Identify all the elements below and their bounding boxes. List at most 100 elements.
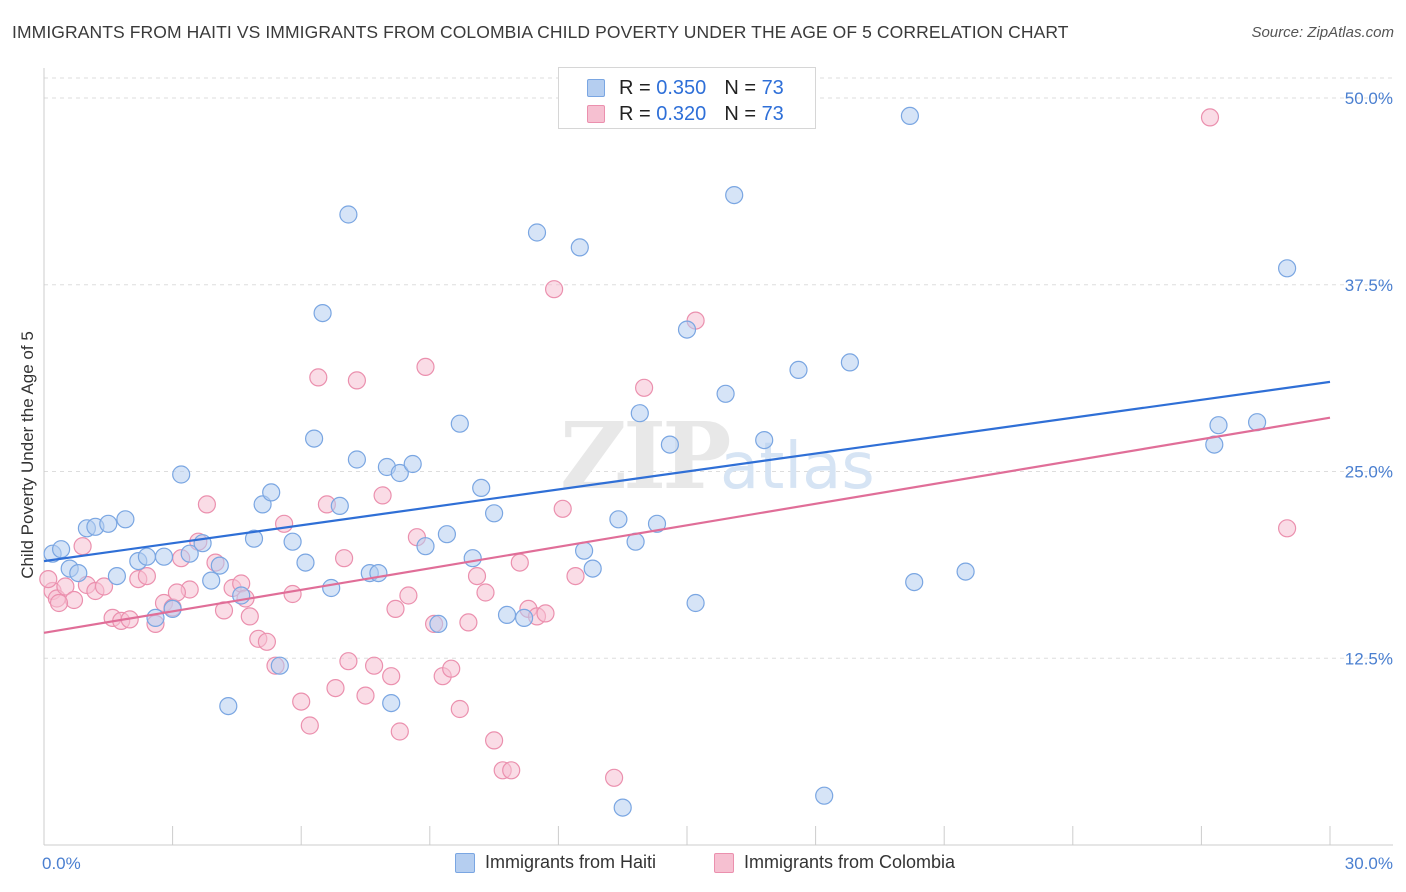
x-tick-label-end: 30.0% bbox=[1345, 854, 1393, 873]
data-point-haiti bbox=[180, 544, 199, 563]
data-point-haiti bbox=[815, 786, 834, 805]
data-point-haiti bbox=[107, 566, 127, 586]
data-point-haiti bbox=[647, 514, 667, 533]
data-point-haiti bbox=[472, 478, 491, 497]
data-point-haiti bbox=[609, 510, 628, 529]
data-point-haiti bbox=[755, 431, 774, 450]
data-point-haiti bbox=[789, 360, 808, 379]
label-layer: Child Poverty Under the Age of 5 0.0% 30… bbox=[18, 89, 1393, 873]
data-point-haiti bbox=[570, 238, 589, 257]
data-point-haiti bbox=[463, 549, 482, 568]
data-point-haiti bbox=[403, 454, 422, 474]
data-point-haiti bbox=[137, 547, 156, 566]
data-point-haiti bbox=[51, 540, 71, 559]
bottom-legend-swatch-colombia bbox=[714, 852, 734, 873]
data-point-colombia bbox=[339, 652, 358, 671]
data-point-colombia bbox=[485, 731, 504, 750]
data-point-haiti bbox=[613, 798, 632, 817]
data-point-haiti bbox=[660, 435, 680, 454]
data-point-haiti bbox=[202, 571, 221, 590]
data-point-colombia bbox=[390, 722, 409, 741]
data-point-colombia bbox=[467, 566, 487, 586]
watermark-atlas: atlas bbox=[720, 430, 875, 504]
data-point-haiti bbox=[99, 514, 118, 533]
data-point-haiti bbox=[677, 320, 697, 339]
data-point-haiti bbox=[262, 483, 281, 502]
data-point-haiti bbox=[583, 559, 602, 578]
data-point-haiti bbox=[416, 537, 435, 556]
data-point-haiti bbox=[283, 532, 302, 551]
data-point-haiti bbox=[390, 463, 409, 483]
data-point-colombia bbox=[300, 716, 319, 735]
data-point-haiti bbox=[429, 614, 448, 634]
legend-r-value-colombia: 0.320 bbox=[656, 102, 707, 125]
data-point-haiti bbox=[210, 556, 229, 575]
bottom-legend-label-haiti: Immigrants from Haiti bbox=[485, 852, 657, 872]
data-point-haiti bbox=[382, 693, 401, 713]
data-point-haiti bbox=[900, 106, 920, 126]
legend-swatch-colombia bbox=[587, 105, 605, 123]
legend-r-label: R = bbox=[619, 102, 651, 125]
bottom-legend-colombia: Immigrants from Colombia bbox=[714, 852, 955, 873]
bottom-legend-label-colombia: Immigrants from Colombia bbox=[744, 852, 956, 872]
grid-layer bbox=[44, 77, 1393, 659]
data-point-haiti bbox=[497, 605, 517, 625]
data-point-colombia bbox=[56, 577, 75, 596]
data-point-colombia bbox=[1277, 519, 1297, 538]
data-point-haiti bbox=[69, 563, 88, 583]
data-point-colombia bbox=[94, 577, 114, 596]
legend-n-label: N = bbox=[724, 102, 756, 125]
data-point-colombia bbox=[326, 678, 345, 698]
legend-n-label: N = bbox=[724, 76, 756, 99]
data-point-haiti bbox=[840, 353, 860, 372]
data-point-colombia bbox=[510, 553, 529, 572]
data-point-colombia bbox=[1200, 108, 1220, 127]
bottom-legend-swatch-haiti bbox=[455, 852, 475, 873]
watermark: ZIP atlas bbox=[560, 402, 875, 510]
data-point-colombia bbox=[386, 599, 405, 619]
data-point-colombia bbox=[197, 495, 216, 514]
data-point-haiti bbox=[330, 496, 349, 515]
data-point-haiti bbox=[1277, 259, 1297, 278]
data-point-colombia bbox=[347, 371, 366, 390]
data-point-haiti bbox=[485, 504, 504, 523]
data-point-haiti bbox=[163, 599, 182, 619]
data-point-colombia bbox=[502, 761, 521, 780]
data-point-colombia bbox=[382, 667, 401, 686]
data-point-colombia bbox=[137, 566, 156, 586]
data-point-haiti bbox=[574, 541, 594, 560]
data-point-colombia bbox=[356, 686, 375, 705]
data-point-haiti bbox=[116, 510, 135, 529]
legend-row-haiti: R = 0.350 N = 73 bbox=[587, 76, 784, 100]
data-point-haiti bbox=[322, 578, 341, 598]
data-point-haiti bbox=[686, 593, 705, 613]
data-point-haiti bbox=[956, 562, 975, 581]
chart-title: IMMIGRANTS FROM HAITI VS IMMIGRANTS FROM… bbox=[12, 22, 1069, 42]
data-point-haiti bbox=[450, 414, 469, 433]
data-point-colombia bbox=[459, 613, 478, 632]
data-point-colombia bbox=[335, 549, 354, 568]
data-point-haiti bbox=[347, 450, 366, 469]
data-point-haiti bbox=[905, 572, 924, 592]
data-point-colombia bbox=[634, 378, 654, 397]
data-point-haiti bbox=[716, 384, 735, 403]
data-point-colombia bbox=[64, 590, 84, 610]
data-point-haiti bbox=[244, 529, 264, 548]
data-point-haiti bbox=[270, 656, 289, 675]
y-tick-label: 50.0% bbox=[1345, 89, 1393, 108]
data-point-colombia bbox=[309, 368, 328, 387]
data-point-colombia bbox=[365, 656, 384, 675]
legend-r-label: R = bbox=[619, 76, 651, 99]
bottom-legend-haiti: Immigrants from Haiti bbox=[455, 852, 656, 873]
legend-n-value-colombia: 73 bbox=[761, 102, 784, 125]
x-tick-label-start: 0.0% bbox=[42, 854, 81, 873]
correlation-legend: R = 0.350 N = 73 R = 0.320 N = 73 bbox=[558, 67, 816, 129]
data-point-haiti bbox=[305, 429, 324, 448]
data-point-haiti bbox=[146, 608, 165, 628]
legend-row-colombia: R = 0.320 N = 73 bbox=[587, 102, 784, 126]
watermark-zip: ZIP bbox=[560, 402, 729, 510]
legend-swatch-haiti bbox=[587, 79, 605, 97]
chart-source: Source: ZipAtlas.com bbox=[1251, 24, 1394, 41]
data-point-colombia bbox=[553, 499, 572, 518]
